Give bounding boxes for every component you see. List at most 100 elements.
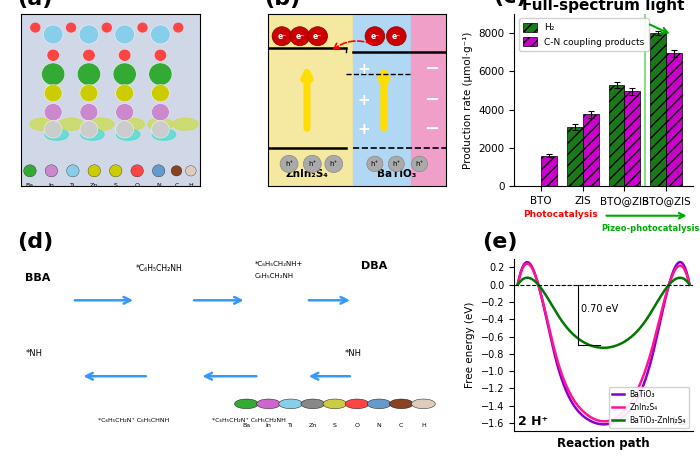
Bar	[411, 14, 447, 186]
Circle shape	[80, 121, 98, 138]
Text: DBA: DBA	[361, 261, 388, 271]
Circle shape	[109, 165, 122, 177]
BaTiO₃-ZnIn₂S₄	[607, 344, 615, 350]
BaTiO₃	[607, 420, 615, 426]
Ellipse shape	[117, 129, 140, 140]
Circle shape	[257, 399, 281, 409]
Text: Ba: Ba	[242, 423, 251, 428]
Text: Photocatalysis: Photocatalysis	[524, 210, 598, 219]
Circle shape	[186, 166, 196, 176]
Circle shape	[150, 25, 170, 44]
Circle shape	[43, 25, 63, 44]
Circle shape	[115, 25, 134, 44]
Text: S: S	[114, 183, 118, 188]
Circle shape	[79, 25, 99, 44]
Ellipse shape	[89, 118, 114, 130]
Text: e⁻: e⁻	[295, 32, 304, 41]
Ellipse shape	[45, 129, 69, 140]
Circle shape	[303, 155, 321, 173]
Circle shape	[345, 399, 369, 409]
Circle shape	[149, 63, 172, 85]
Circle shape	[365, 27, 385, 46]
Circle shape	[131, 165, 144, 177]
Circle shape	[280, 155, 298, 173]
Text: e⁻: e⁻	[370, 32, 379, 41]
Circle shape	[66, 165, 79, 177]
Title: Full-spectrum light: Full-spectrum light	[522, 0, 685, 12]
Text: O: O	[134, 183, 140, 188]
Text: In: In	[265, 423, 272, 428]
Text: h⁺: h⁺	[371, 161, 379, 167]
ZnIn₂S₄	[607, 417, 615, 423]
Text: H: H	[188, 183, 193, 188]
Text: (b): (b)	[264, 0, 300, 9]
ZnIn₂S₄	[685, 282, 694, 287]
Circle shape	[44, 84, 62, 102]
Text: (c): (c)	[493, 0, 526, 7]
Bar	[650, 33, 666, 186]
Circle shape	[368, 399, 391, 409]
Circle shape	[151, 84, 169, 102]
Text: H₂: H₂	[671, 415, 687, 428]
ZnIn₂S₄	[655, 318, 664, 323]
BaTiO₃	[654, 325, 663, 330]
ZnIn₂S₄	[600, 419, 608, 424]
Circle shape	[234, 399, 258, 409]
Text: Zn: Zn	[309, 423, 317, 428]
Bar	[666, 53, 682, 186]
Bar	[608, 85, 624, 186]
Circle shape	[151, 121, 169, 138]
BaTiO₃	[595, 421, 603, 427]
Circle shape	[389, 156, 405, 172]
Bar	[567, 127, 583, 186]
Text: BBA: BBA	[25, 273, 50, 283]
Circle shape	[102, 23, 111, 32]
Circle shape	[153, 165, 165, 177]
Text: 2 H⁺: 2 H⁺	[518, 415, 548, 428]
Text: *C₆H₅CH₂NH: *C₆H₅CH₂NH	[136, 264, 183, 273]
Circle shape	[45, 165, 57, 177]
X-axis label: Reaction path: Reaction path	[557, 437, 650, 450]
Circle shape	[154, 49, 167, 61]
Ellipse shape	[173, 118, 198, 130]
Text: C₆H₅CH₂NH: C₆H₅CH₂NH	[255, 273, 294, 279]
Ellipse shape	[148, 118, 173, 130]
Circle shape	[80, 104, 98, 121]
Circle shape	[83, 49, 95, 61]
Text: C: C	[174, 183, 179, 188]
Line: BaTiO₃-ZnIn₂S₄: BaTiO₃-ZnIn₂S₄	[518, 278, 690, 348]
Circle shape	[323, 399, 346, 409]
Circle shape	[44, 104, 62, 121]
Circle shape	[174, 23, 183, 32]
BaTiO₃-ZnIn₂S₄	[596, 345, 604, 350]
Text: *C₆H₅CH₂N⁺ C₆H₅CHNH: *C₆H₅CH₂N⁺ C₆H₅CHNH	[97, 418, 169, 423]
Text: N: N	[156, 183, 161, 188]
Circle shape	[116, 104, 134, 121]
Text: (e): (e)	[482, 232, 517, 252]
Bar	[354, 14, 411, 186]
Circle shape	[308, 27, 328, 46]
Text: H: H	[421, 423, 426, 428]
Text: Ti: Ti	[288, 423, 293, 428]
BaTiO₃-ZnIn₂S₄	[599, 345, 608, 351]
BaTiO₃-ZnIn₂S₄	[596, 345, 605, 350]
BaTiO₃-ZnIn₂S₄	[514, 282, 522, 287]
Circle shape	[113, 63, 136, 85]
Text: O: O	[354, 423, 360, 428]
Y-axis label: Free energy (eV): Free energy (eV)	[466, 302, 475, 388]
Text: Ti: Ti	[70, 183, 76, 188]
Text: Zn: Zn	[90, 183, 99, 188]
BaTiO₃-ZnIn₂S₄	[523, 275, 531, 280]
Bar	[541, 156, 557, 186]
Text: N: N	[377, 423, 382, 428]
Circle shape	[151, 104, 169, 121]
Circle shape	[44, 121, 62, 138]
Circle shape	[116, 121, 134, 138]
Text: −: −	[424, 91, 440, 109]
Bar	[583, 114, 598, 186]
Circle shape	[301, 399, 325, 409]
Text: (d): (d)	[17, 232, 53, 252]
Circle shape	[412, 399, 435, 409]
BaTiO₃	[514, 282, 522, 287]
ZnIn₂S₄	[523, 261, 531, 266]
